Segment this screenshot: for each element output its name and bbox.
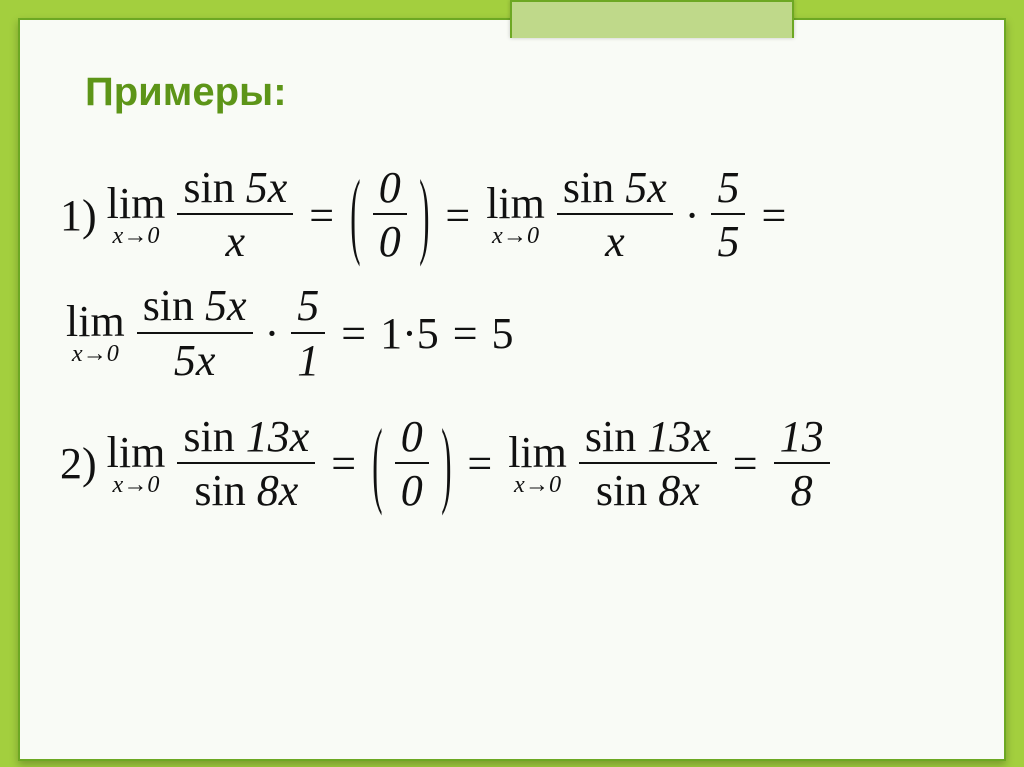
equals: = bbox=[733, 438, 758, 489]
result-final: 5 bbox=[492, 308, 514, 359]
fraction: sin 5x x bbox=[557, 165, 673, 265]
result-fraction: 13 8 bbox=[774, 414, 830, 514]
equals: = bbox=[445, 190, 470, 241]
example-number: 2) bbox=[60, 438, 97, 489]
multiply-dot: · bbox=[265, 308, 280, 359]
indeterminate-form: ( 0 0 ) bbox=[370, 414, 453, 514]
slide-background: Примеры: 1) lim x→0 sin 5x x = ( 0 bbox=[0, 0, 1024, 767]
equals: = bbox=[467, 438, 492, 489]
example-number: 1) bbox=[60, 190, 97, 241]
indeterminate-form: ( 0 0 ) bbox=[348, 165, 431, 265]
multiply-dot: · bbox=[685, 190, 700, 241]
lim-symbol: lim x→0 bbox=[508, 431, 567, 497]
equals: = bbox=[341, 308, 366, 359]
fraction: sin 5x 5x bbox=[137, 283, 253, 383]
slide-frame: Примеры: 1) lim x→0 sin 5x x = ( 0 bbox=[18, 18, 1006, 761]
fraction: sin 13x sin 8x bbox=[177, 414, 315, 514]
fraction: sin 13x sin 8x bbox=[579, 414, 717, 514]
lim-symbol: lim x→0 bbox=[66, 300, 125, 366]
equals: = bbox=[453, 308, 478, 359]
equals: = bbox=[331, 438, 356, 489]
lim-symbol: lim x→0 bbox=[107, 431, 166, 497]
result-step: 1·5 bbox=[380, 308, 439, 359]
math-content: 1) lim x→0 sin 5x x = ( 0 0 ) bbox=[60, 165, 964, 532]
example-1-line-1: 1) lim x→0 sin 5x x = ( 0 0 ) bbox=[60, 165, 964, 265]
fraction: 5 1 bbox=[291, 283, 325, 383]
fraction: 5 5 bbox=[711, 165, 745, 265]
slide-tab bbox=[510, 0, 794, 38]
lim-symbol: lim x→0 bbox=[107, 182, 166, 248]
example-1-line-2: lim x→0 sin 5x 5x · 5 1 = 1·5 = 5 bbox=[60, 283, 964, 383]
equals: = bbox=[761, 190, 786, 241]
equals: = bbox=[309, 190, 334, 241]
slide-title: Примеры: bbox=[85, 70, 287, 115]
example-2: 2) lim x→0 sin 13x sin 8x = ( 0 0 ) bbox=[60, 414, 964, 514]
lim-symbol: lim x→0 bbox=[486, 182, 545, 248]
fraction: sin 5x x bbox=[177, 165, 293, 265]
